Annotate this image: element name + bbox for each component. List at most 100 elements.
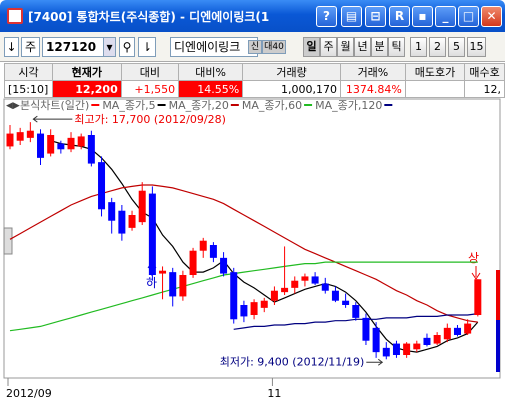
header-cell: 현재가: [51, 63, 122, 81]
minimize-button[interactable]: _: [435, 6, 456, 27]
legend-swatch: [91, 104, 100, 106]
period-button[interactable]: 월: [337, 37, 354, 57]
legend-swatch: [304, 104, 313, 106]
icon-button[interactable]: ⊟: [365, 6, 386, 27]
close-button[interactable]: ✕: [481, 6, 502, 27]
legend-label: MA_종가,120: [315, 99, 382, 112]
limit-down-label: 하: [146, 276, 157, 290]
candle-body: [87, 135, 95, 164]
candle-body: [169, 272, 177, 297]
high-pointer: [32, 115, 73, 123]
period-button[interactable]: 틱: [388, 37, 405, 57]
candle-body: [382, 347, 390, 357]
badge: 대40: [262, 40, 286, 54]
header-cell: 시각: [4, 63, 53, 81]
candle-body: [148, 193, 156, 275]
candle-body: [281, 287, 289, 293]
sort-button[interactable]: ⇂: [138, 37, 156, 57]
legend-swatch: [157, 104, 166, 106]
candle-body: [159, 270, 167, 274]
x-tick-label: 2012/09: [6, 387, 52, 400]
limit-up-label: 상: [468, 251, 479, 265]
candle-body: [270, 290, 278, 301]
icon-button[interactable]: ▤: [341, 6, 362, 27]
candle-body: [474, 279, 482, 315]
legend-label: MA_종가,5: [102, 99, 155, 112]
ma-line: [9, 184, 478, 323]
header-cell: 대비%: [178, 63, 244, 81]
legend-swatch: [384, 104, 393, 106]
candle-body: [372, 327, 380, 353]
title-bar: [7400] 통합차트(주식종합) - 디엔에이링크(1 ? ▤ ⊟ R ▪ _…: [0, 0, 505, 32]
candle-body: [413, 343, 421, 350]
app-icon: [7, 8, 23, 24]
search-button[interactable]: ⚲: [119, 37, 135, 57]
plot-frame: [3, 98, 501, 379]
period-button[interactable]: 년: [354, 37, 371, 57]
candle-body: [433, 335, 441, 344]
side-tab[interactable]: [3, 227, 13, 255]
candle-body: [67, 137, 75, 150]
candle-body: [26, 130, 34, 138]
period-button[interactable]: 15: [467, 37, 486, 57]
help-button[interactable]: ?: [316, 6, 337, 27]
candle-body: [37, 133, 45, 158]
candle-body: [301, 276, 309, 281]
candle-body: [220, 257, 228, 274]
value-cell: +1,550: [120, 80, 180, 98]
period-button[interactable]: 분: [371, 37, 388, 57]
candle-body: [250, 302, 258, 315]
high-label: 최고가: 17,700 (2012/09/28): [74, 113, 226, 126]
period-button[interactable]: 주: [320, 37, 337, 57]
candle-body: [209, 245, 217, 258]
candle-body: [453, 327, 461, 335]
candle-body: [240, 305, 248, 317]
market-select[interactable]: 주: [21, 37, 40, 57]
header-cell: 매도호가: [404, 63, 466, 81]
value-cell: 12,200: [51, 80, 122, 98]
value-cell: 12,: [464, 80, 505, 98]
down-button[interactable]: ↓: [4, 37, 19, 57]
candle-body: [47, 135, 55, 154]
window-title: [7400] 통합차트(주식종합) - 디엔에이링크(1: [28, 10, 270, 24]
maximize-button[interactable]: □: [458, 6, 479, 27]
candle-body: [108, 202, 116, 221]
value-cell: 14.55%: [178, 80, 244, 98]
header-cell: 매수호: [464, 63, 505, 81]
code-input[interactable]: 127120: [42, 37, 104, 57]
x-tick-label: 11: [267, 387, 281, 400]
period-button[interactable]: 1: [410, 37, 427, 57]
candle-body: [311, 276, 319, 284]
candle-body: [179, 275, 187, 297]
legend-label: MA_종가,60: [242, 99, 302, 112]
candle-body: [342, 300, 350, 305]
ma-line: [9, 261, 478, 332]
low-label: 최저가: 9,400 (2012/11/19): [220, 355, 365, 368]
r-button[interactable]: R: [389, 6, 410, 27]
candle-body: [464, 323, 472, 334]
candle-body: [443, 327, 451, 340]
candle-body: [16, 132, 24, 141]
icon-button[interactable]: ▪: [412, 6, 433, 27]
code-dropdown[interactable]: ▾: [103, 37, 116, 57]
legend-label: 본식차트(일간): [20, 98, 89, 112]
period-button[interactable]: 일: [303, 37, 320, 57]
period-button[interactable]: 5: [448, 37, 465, 57]
candle-body: [423, 337, 431, 345]
candle-body: [362, 317, 370, 341]
header-row: 시각 현재가 대비 대비% 거래량 거래% 매도호가 매수호: [4, 63, 505, 81]
candle-body: [352, 305, 360, 318]
value-cell: 1,000,170: [242, 80, 341, 98]
candle-body: [57, 143, 65, 150]
candle-body: [230, 272, 238, 320]
candle-body: [321, 283, 329, 291]
candle-body: [403, 343, 411, 355]
legend-label: MA_종가,20: [169, 99, 229, 112]
period-button[interactable]: 2: [429, 37, 446, 57]
quote-table: 시각 현재가 대비 대비% 거래량 거래% 매도호가 매수호 [15:10] 12,200 +1,…: [4, 63, 505, 98]
candle-body: [77, 136, 85, 147]
legend-arrows: ◀▶: [6, 101, 20, 111]
